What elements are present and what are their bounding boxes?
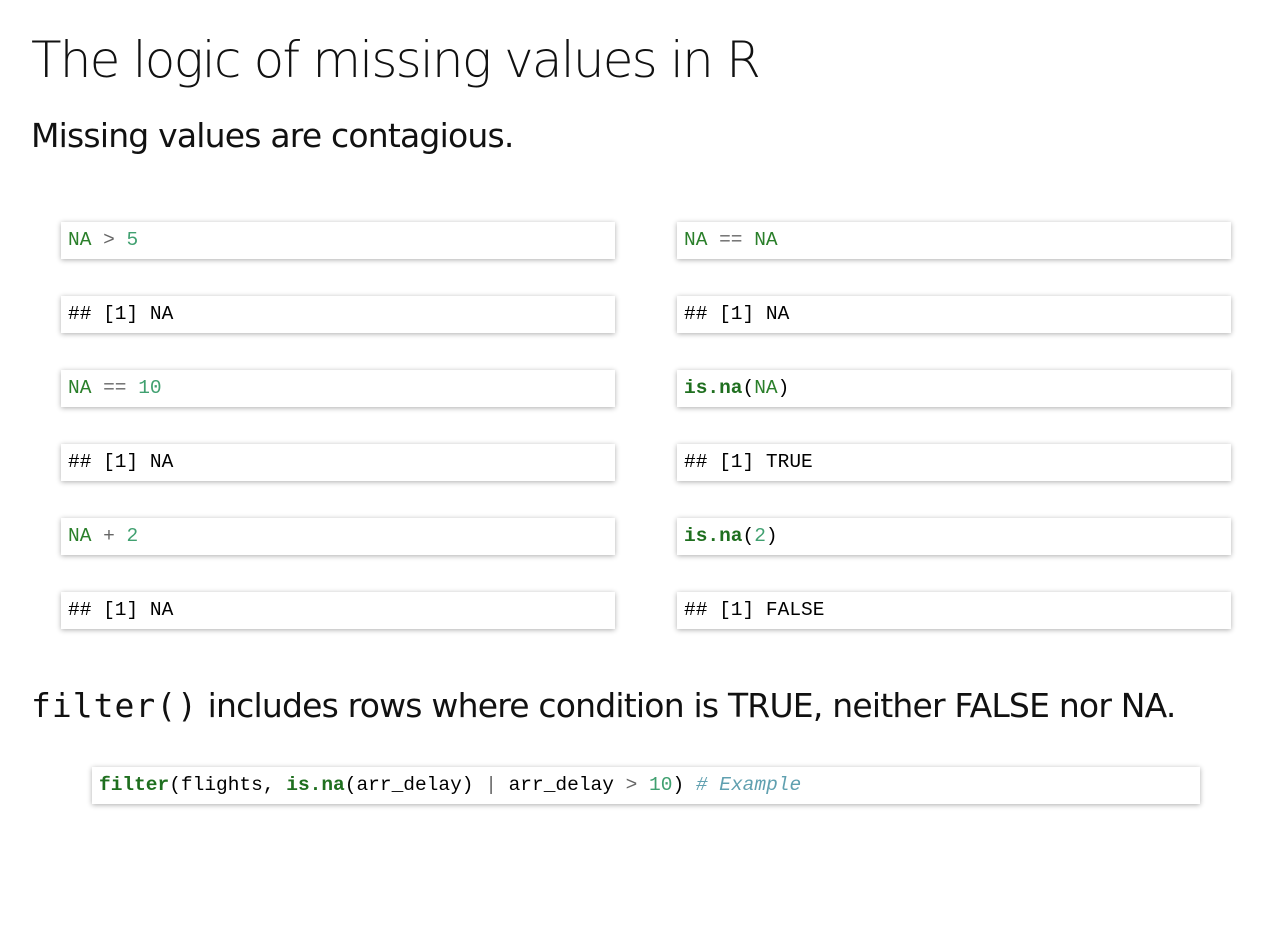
code-token: ) xyxy=(777,377,790,399)
code-token: (flights, xyxy=(169,774,287,796)
code-token: NA xyxy=(68,525,92,547)
code-chunk-na-plus-2: NA + 2 xyxy=(61,518,615,555)
right-code-column: NA == NA ## [1] NA is.na(NA) ## [1] TRUE… xyxy=(677,222,1231,666)
code-token: 2 xyxy=(126,525,139,547)
left-code-column: NA > 5 ## [1] NA NA == 10 ## [1] NA NA +… xyxy=(61,222,615,666)
code-token: == xyxy=(91,377,139,399)
code-token: ( xyxy=(742,525,755,547)
code-token: ) xyxy=(672,774,685,796)
code-token: NA xyxy=(684,229,708,251)
code-token xyxy=(684,774,696,796)
code-token: is.na xyxy=(684,377,743,399)
code-token: > xyxy=(625,774,638,796)
example-code-chunk: filter(flights, is.na(arr_delay) | arr_d… xyxy=(92,767,1200,804)
code-chunk-na-greater-than-5: NA > 5 xyxy=(61,222,615,259)
code-token: + xyxy=(91,525,127,547)
code-chunk-is-na-na: is.na(NA) xyxy=(677,370,1231,407)
output-chunk: ## [1] TRUE xyxy=(677,444,1231,481)
code-chunk-is-na-2: is.na(2) xyxy=(677,518,1231,555)
code-token: > xyxy=(91,229,127,251)
code-token: 5 xyxy=(126,229,139,251)
code-comment: # Example xyxy=(695,774,802,796)
code-token: 2 xyxy=(754,525,766,547)
code-token: == xyxy=(707,229,755,251)
output-chunk: ## [1] FALSE xyxy=(677,592,1231,629)
code-token: ) xyxy=(765,525,778,547)
slide-title: The logic of missing values in R xyxy=(31,31,761,89)
code-token: is.na xyxy=(286,774,345,796)
inline-code: filter() xyxy=(31,686,198,725)
code-token: filter xyxy=(99,774,170,796)
code-token: NA xyxy=(754,229,778,251)
code-token xyxy=(637,774,649,796)
code-chunk-na-equals-10: NA == 10 xyxy=(61,370,615,407)
code-chunk-na-equals-na: NA == NA xyxy=(677,222,1231,259)
output-chunk: ## [1] NA xyxy=(61,296,615,333)
code-token: | xyxy=(485,774,497,796)
output-chunk: ## [1] NA xyxy=(61,444,615,481)
statement-text: includes rows where condition is TRUE, n… xyxy=(197,686,1177,725)
code-token: 10 xyxy=(138,377,162,399)
code-token: ( xyxy=(742,377,755,399)
code-token: (arr_delay) xyxy=(344,774,486,796)
code-token: is.na xyxy=(684,525,743,547)
output-chunk: ## [1] NA xyxy=(677,296,1231,333)
code-token: NA xyxy=(754,377,778,399)
code-token: 10 xyxy=(649,774,673,796)
slide-subtitle: Missing values are contagious. xyxy=(31,116,514,155)
code-token: NA xyxy=(68,229,92,251)
filter-statement: filter() includes rows where condition i… xyxy=(31,680,1176,732)
code-token: arr_delay xyxy=(496,774,626,796)
output-chunk: ## [1] NA xyxy=(61,592,615,629)
code-token: NA xyxy=(68,377,92,399)
